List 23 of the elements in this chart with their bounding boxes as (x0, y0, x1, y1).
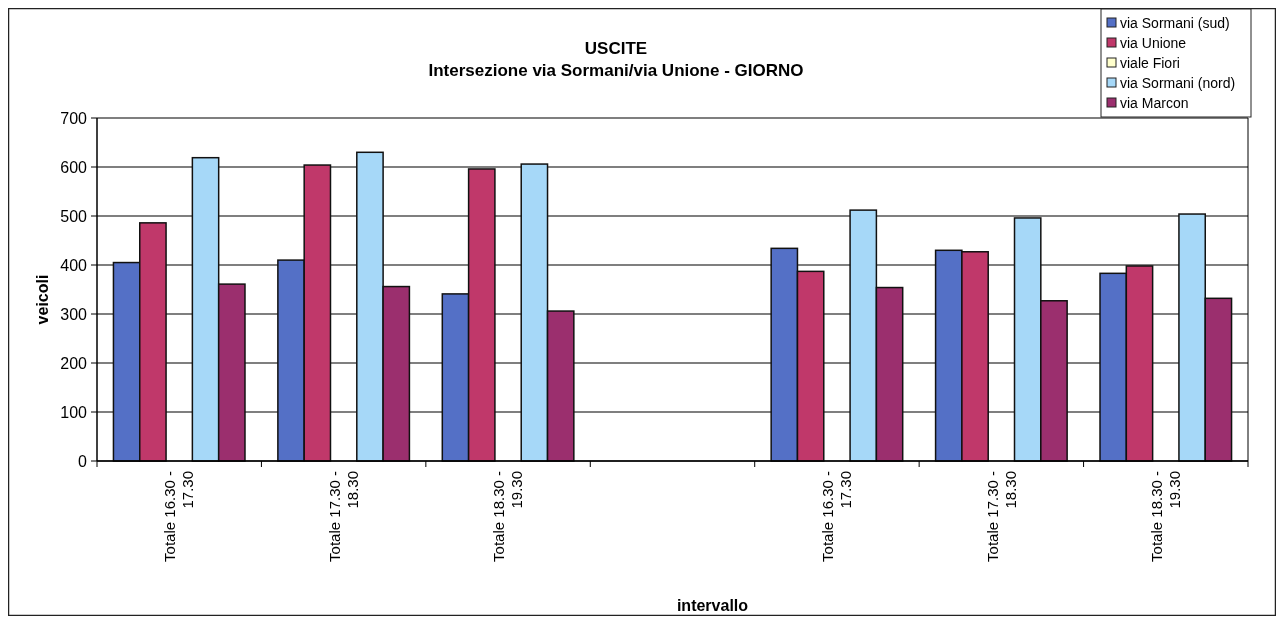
legend-label: via Unione (1120, 34, 1187, 51)
x-tick-label: Totale 16.30 - 17.30 (819, 471, 855, 562)
legend-label: via Sormani (sud) (1120, 14, 1230, 31)
y-tick-label: 100 (60, 403, 88, 421)
legend-label: via Marcon (1120, 94, 1189, 111)
y-axis-title: veicoli (34, 274, 51, 325)
x-tick-label: Totale 17.30 - 18.30 (983, 471, 1019, 562)
y-tick-label: 600 (60, 158, 88, 176)
x-axis-title: intervallo (676, 597, 749, 614)
x-tick-label: Totale 16.30 - 17.30 (161, 471, 197, 562)
chart-subtitle: Intersezione via Sormani/via Unione - GIORNO (428, 61, 804, 80)
y-tick-label: 300 (60, 305, 88, 323)
x-tick-label: Totale 18.30 - 19.30 (490, 471, 526, 562)
y-tick-label: 400 (60, 256, 88, 274)
x-tick-label: Totale 18.30 - 19.30 (1148, 471, 1184, 562)
y-tick-label: 700 (60, 109, 88, 127)
x-tick-label: Totale 17.30 - 18.30 (325, 471, 361, 562)
legend-label: via Sormani (nord) (1120, 74, 1236, 91)
y-tick-label: 500 (60, 207, 88, 225)
chart-title: USCITE (584, 39, 648, 58)
legend-label: viale Fiori (1120, 54, 1180, 71)
y-tick-label: 200 (60, 354, 88, 372)
y-tick-label: 0 (78, 452, 88, 470)
